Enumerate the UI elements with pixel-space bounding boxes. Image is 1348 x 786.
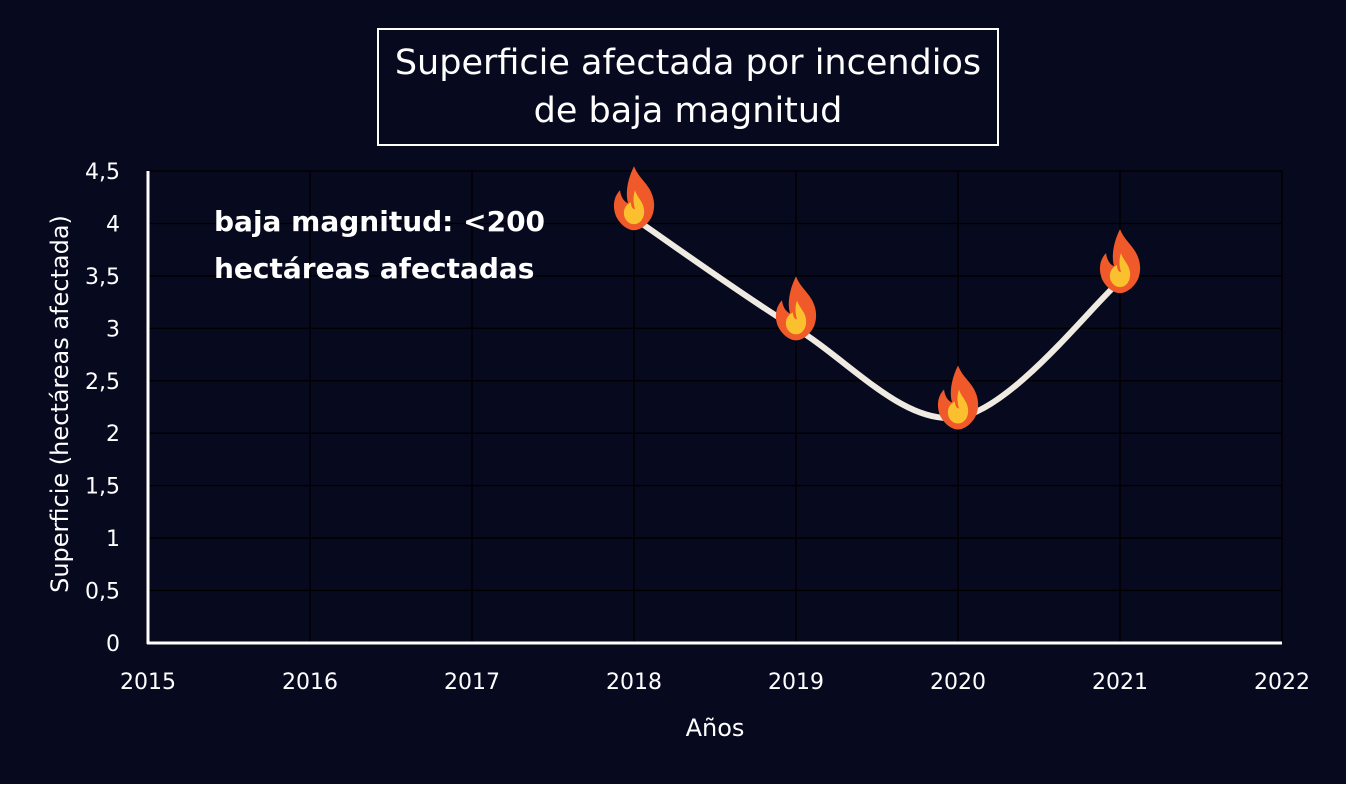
fire-icon <box>937 365 979 430</box>
annotation-line-2: hectáreas afectadas <box>214 252 535 285</box>
y-tick-label: 3 <box>106 317 120 342</box>
x-axis-title: Años <box>686 714 745 742</box>
chart-title-line-2: de baja magnitud <box>533 91 843 131</box>
y-tick-label: 0,5 <box>85 580 120 605</box>
x-tick-label: 2019 <box>768 670 824 695</box>
chart-title: Superficie afectada por incendios de baj… <box>377 28 999 146</box>
x-tick-label: 2016 <box>282 670 338 695</box>
y-tick-label: 4 <box>106 212 120 237</box>
x-tick-label: 2018 <box>606 670 662 695</box>
fire-icon <box>1099 229 1141 294</box>
y-tick-label: 2,5 <box>85 370 120 395</box>
x-tick-label: 2015 <box>120 670 176 695</box>
y-tick-label: 3,5 <box>85 265 120 290</box>
fire-icon-inner <box>623 190 645 225</box>
chart-annotation: baja magnitud: <200 hectáreas afectadas <box>214 198 545 292</box>
fire-icon <box>775 276 817 341</box>
y-tick-label: 2 <box>106 422 120 447</box>
x-tick-label: 2022 <box>1254 670 1310 695</box>
y-axis-title: Superficie (hectáreas afectada) <box>46 215 74 593</box>
fire-icon <box>613 166 655 231</box>
chart-title-line-1: Superficie afectada por incendios <box>394 43 982 83</box>
y-tick-label: 0 <box>106 632 120 657</box>
x-tick-label: 2020 <box>930 670 986 695</box>
fire-icon-inner <box>1109 253 1131 288</box>
series-line <box>631 215 1123 422</box>
fire-icon-inner <box>947 389 969 424</box>
x-tick-label: 2017 <box>444 670 500 695</box>
y-tick-label: 4,5 <box>85 160 120 185</box>
y-tick-label: 1 <box>106 527 120 552</box>
fire-icon-inner <box>785 300 807 335</box>
y-tick-label: 1,5 <box>85 475 120 500</box>
annotation-line-1: baja magnitud: <200 <box>214 205 546 238</box>
x-tick-label: 2021 <box>1092 670 1148 695</box>
